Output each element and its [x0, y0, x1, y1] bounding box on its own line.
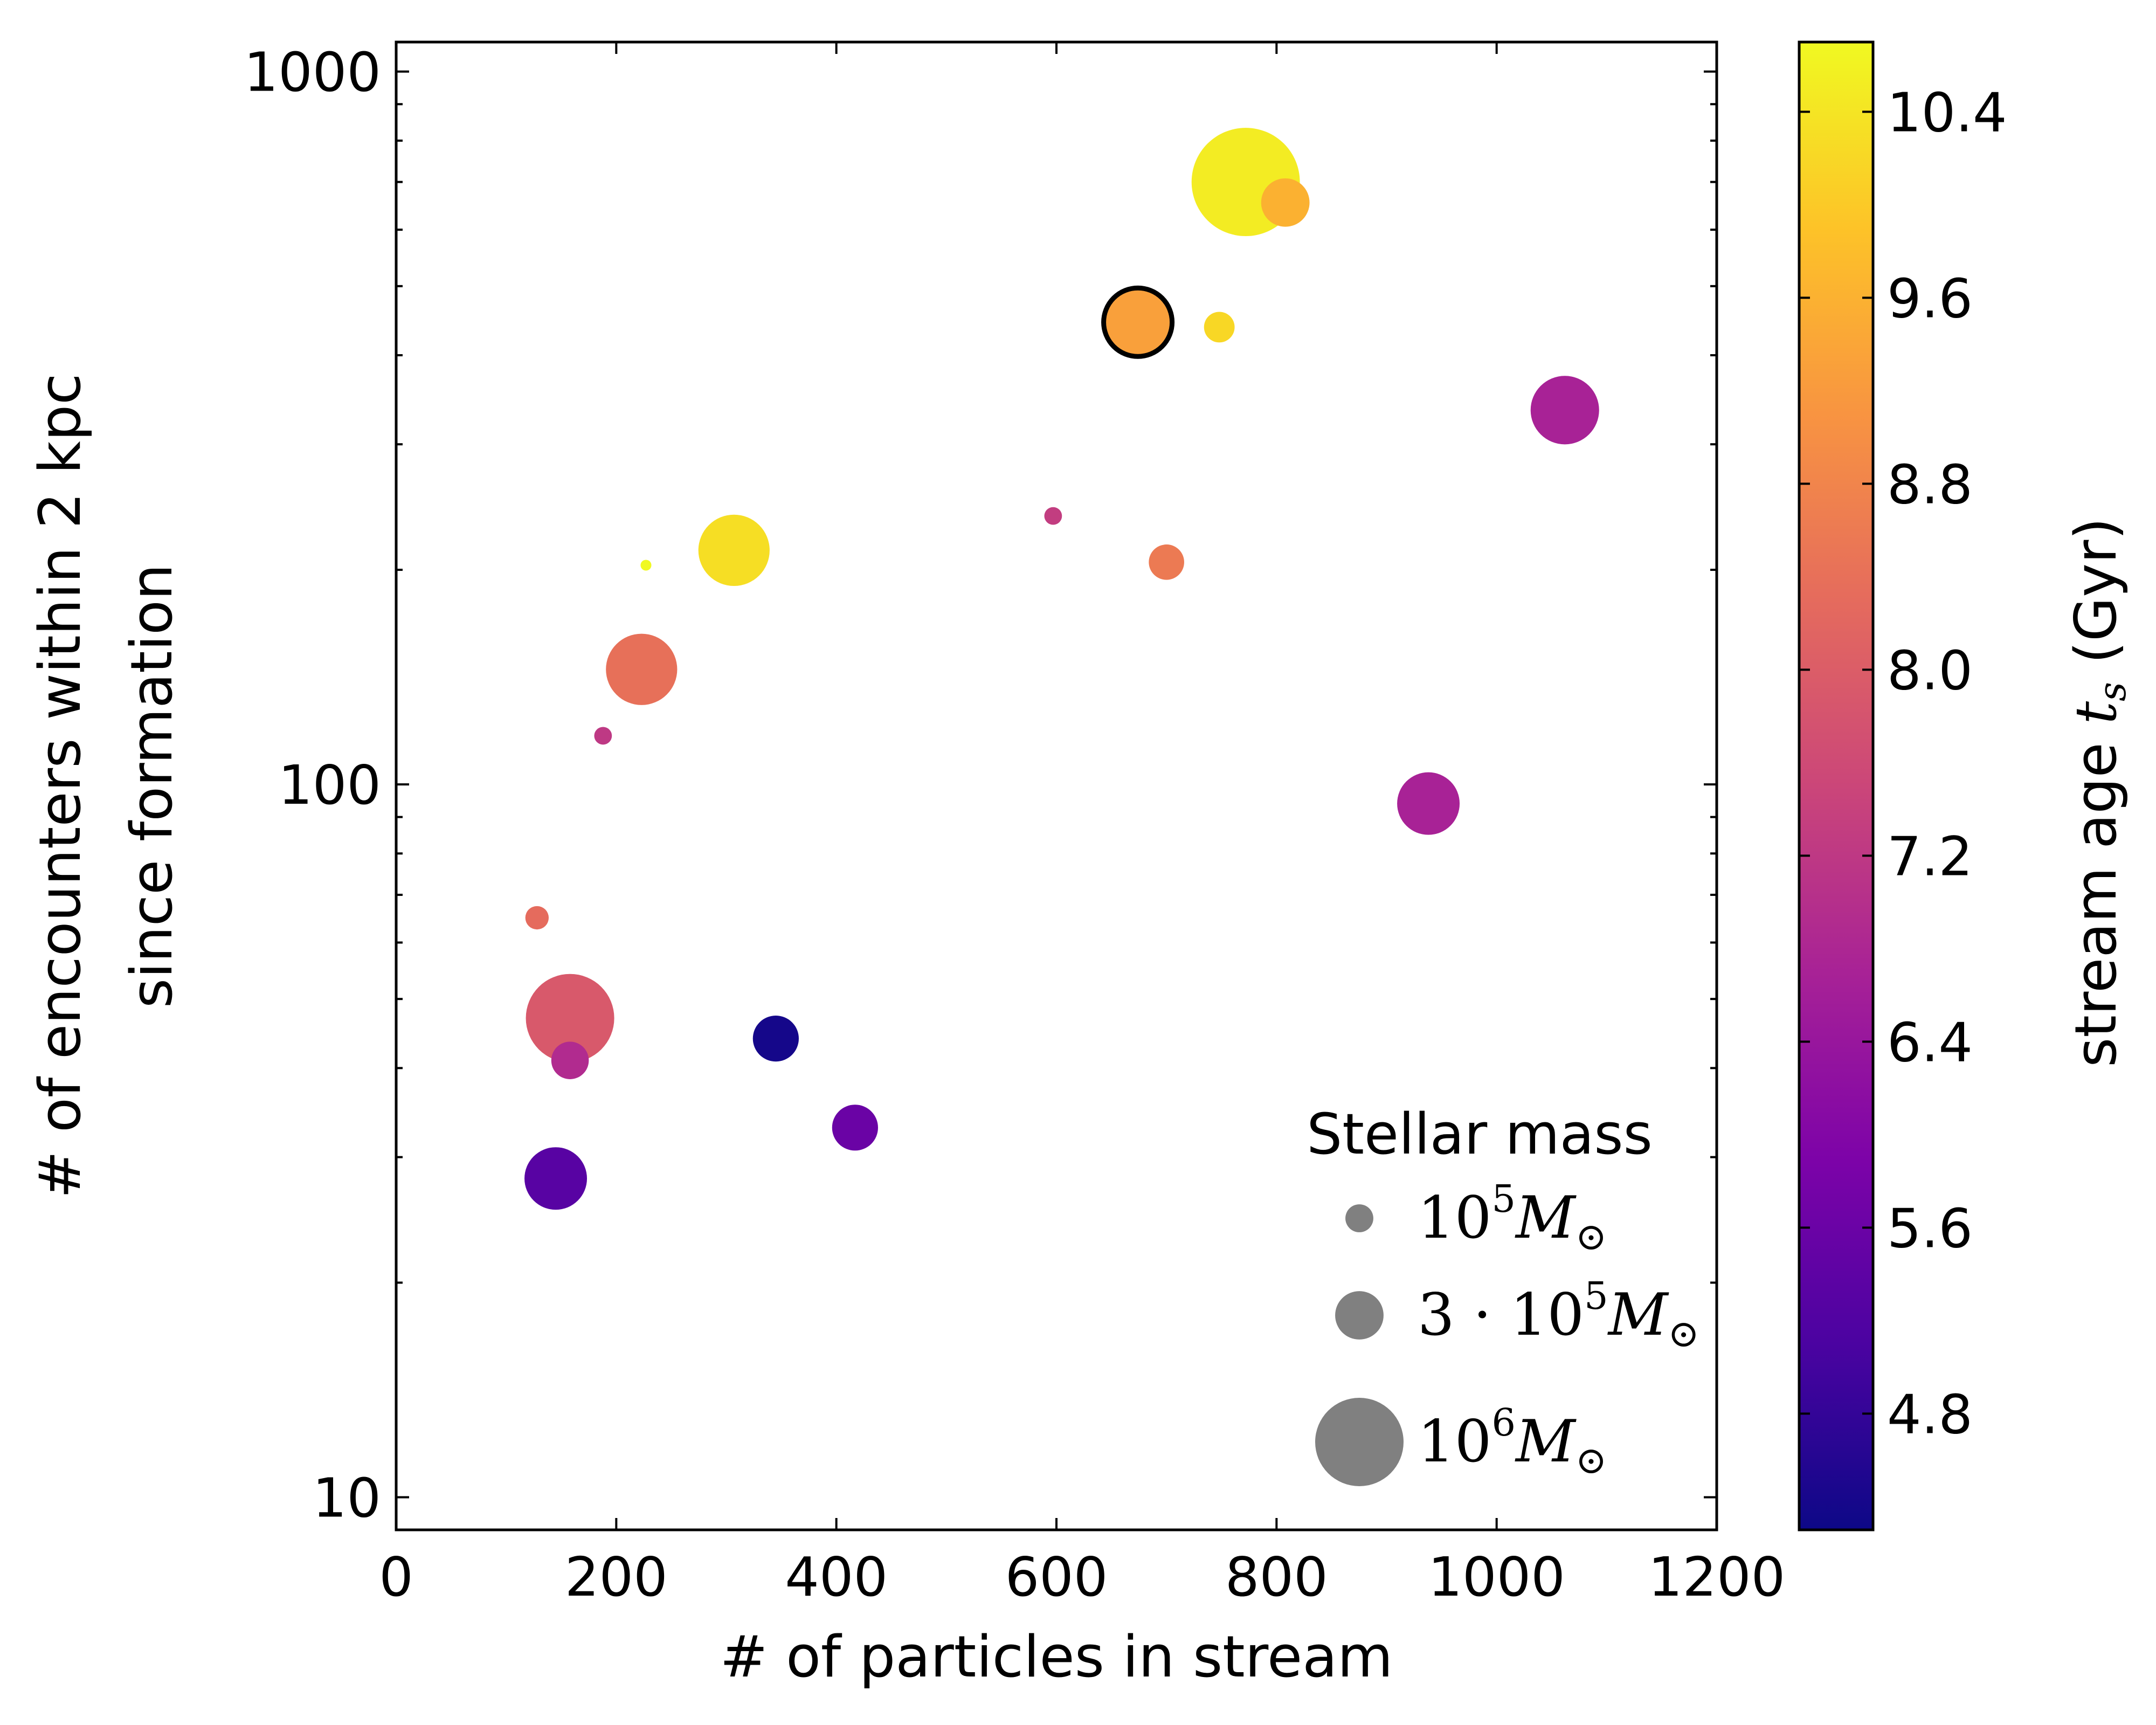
colorbar-ticks: 4.8 5.6 6.4 7.2 8.0 8.8 9.6 10.4 — [1799, 81, 2007, 1446]
colorbar-tick-label: 7.2 — [1887, 825, 1973, 888]
colorbar-title-text: stream age — [2063, 742, 2129, 1067]
data-point — [752, 1015, 799, 1062]
data-point — [594, 727, 612, 745]
colorbar-title: stream age ts (Gyr) — [2063, 518, 2134, 1067]
legend-marker — [1345, 1204, 1373, 1232]
legend-marker — [1335, 1291, 1384, 1340]
data-point — [1530, 376, 1599, 445]
colorbar-title-subscript: s — [2090, 682, 2134, 701]
data-point — [606, 633, 678, 705]
colorbar-tick-label: 10.4 — [1887, 81, 2007, 144]
legend-label: 105M⊙ — [1418, 1177, 1607, 1259]
colorbar-tick-label: 8.8 — [1887, 453, 1973, 516]
colorbar-title-unit: (Gyr) — [2063, 518, 2129, 664]
plot-frame — [395, 40, 1718, 1531]
data-point — [526, 974, 614, 1062]
colorbar-tick-label: 6.4 — [1887, 1011, 1973, 1074]
legend-label: 3 · 105M⊙ — [1418, 1274, 1699, 1356]
colorbar-tick-label: 8.0 — [1887, 639, 1973, 702]
legend-marker — [1315, 1398, 1404, 1486]
plot-area: 0 200 400 600 800 1000 1200 10 100 1000 — [244, 40, 1785, 1609]
data-point — [524, 1147, 588, 1210]
legend-entries: 105M⊙ 3 · 105M⊙ 106M⊙ — [1315, 1177, 1699, 1486]
y-axis-title-line1: # of encounters within 2 kpc — [27, 374, 93, 1199]
y-axis-title-line2: since formation — [119, 564, 185, 1008]
data-point — [1397, 772, 1460, 835]
y-tick-label: 10 — [313, 1466, 381, 1529]
data-point — [640, 560, 652, 571]
data-point-highlighted — [1101, 285, 1175, 359]
data-point — [1044, 507, 1062, 525]
colorbar-tick-label: 9.6 — [1887, 267, 1973, 330]
y-axis-ticks: 10 100 1000 — [244, 41, 1717, 1531]
data-point — [551, 1041, 589, 1079]
colorbar-tick-label: 4.8 — [1887, 1383, 1973, 1446]
legend: Stellar mass 105M⊙ 3 · 105M⊙ 106M⊙ — [1307, 1101, 1699, 1486]
data-points — [524, 128, 1599, 1210]
data-point — [698, 514, 770, 586]
x-tick-label: 600 — [1005, 1545, 1108, 1609]
data-point — [1261, 178, 1310, 227]
x-tick-label: 0 — [379, 1545, 413, 1609]
legend-title: Stellar mass — [1307, 1101, 1653, 1167]
data-point — [525, 906, 549, 930]
x-tick-label: 1200 — [1648, 1545, 1786, 1609]
colorbar-title-symbol: t — [2063, 701, 2129, 724]
x-tick-label: 200 — [565, 1545, 668, 1609]
colorbar-gradient — [1798, 40, 1875, 1531]
data-point — [1204, 312, 1235, 343]
x-tick-label: 1000 — [1428, 1545, 1565, 1609]
x-tick-label: 800 — [1225, 1545, 1328, 1609]
data-point — [832, 1105, 878, 1151]
x-axis-ticks: 0 200 400 600 800 1000 1200 — [379, 42, 1785, 1609]
y-tick-label: 1000 — [244, 41, 382, 104]
x-axis-title: # of particles in stream — [720, 1624, 1393, 1690]
data-point — [1149, 544, 1184, 580]
x-tick-label: 400 — [785, 1545, 888, 1609]
legend-label: 106M⊙ — [1418, 1400, 1607, 1482]
colorbar: 4.8 5.6 6.4 7.2 8.0 8.8 9.6 10.4 stream age ts … — [1798, 40, 2134, 1531]
colorbar-tick-label: 5.6 — [1887, 1197, 1973, 1260]
y-tick-label: 100 — [278, 754, 381, 817]
